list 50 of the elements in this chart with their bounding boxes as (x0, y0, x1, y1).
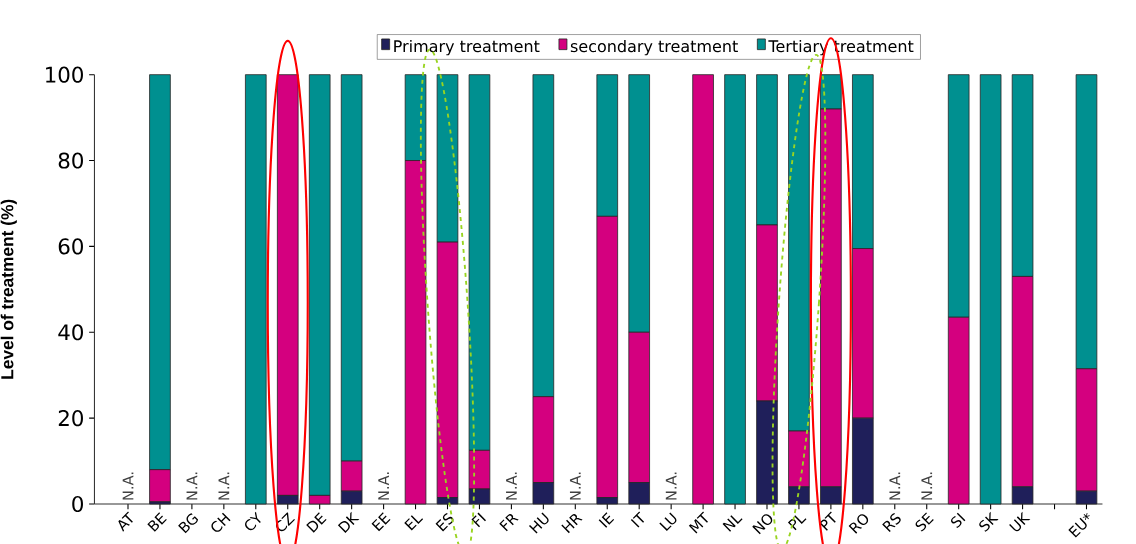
x-tick-label: FI (471, 512, 486, 528)
x-tick-label: DK (337, 511, 360, 533)
x-tick-label: BE (147, 512, 167, 532)
y-tick-label: 20 (58, 410, 83, 427)
x-tick-label: AT (118, 511, 133, 532)
annotation: N.A. (665, 472, 677, 500)
annotation: N.A. (889, 472, 901, 500)
x-tick-label: CY (245, 511, 261, 531)
bar (979, 74, 1002, 505)
y-tick-label: 80 (58, 152, 83, 169)
bar (692, 74, 714, 505)
annotation: N.A. (378, 472, 389, 500)
x-tick-label: PL (787, 515, 807, 531)
x-tick-label: HU (528, 512, 549, 534)
x-tick-label: RO (848, 514, 869, 534)
x-tick-label: SI (951, 512, 966, 528)
x-tick-label: EE (371, 512, 391, 532)
x-tick-label: FR (499, 514, 519, 532)
y-tick-label: 40 (58, 324, 83, 341)
x-tick-label: BG (178, 513, 199, 534)
x-tick-label: MT (688, 511, 708, 534)
bar (724, 74, 746, 505)
x-tick-label: IT (630, 511, 645, 528)
x-tick-label: NL (722, 515, 743, 532)
y-tick-label: 100 (46, 66, 83, 83)
y-tick-label: 60 (58, 238, 83, 255)
bar (245, 74, 267, 505)
x-tick-label: LU (659, 512, 677, 531)
annotation: N.A. (506, 472, 517, 500)
x-tick-label: ES (435, 513, 454, 532)
x-tick-label: PT (819, 511, 836, 531)
x-tick-label: SK (979, 511, 999, 532)
x-tick-label: NO (752, 514, 773, 535)
x-tick-label: CH (211, 512, 231, 532)
annotation: N.A. (186, 472, 198, 500)
x-tick-label: SE (915, 512, 934, 532)
x-tick-label: DE (306, 512, 327, 533)
legend-label: Primary treatment (394, 39, 540, 56)
y-axis-title: Level of treatment (%) (0, 199, 17, 379)
x-tick-label: HR (561, 514, 583, 534)
x-tick-label: IE (598, 512, 615, 528)
annotation: N.A. (921, 472, 933, 500)
annotation: N.A. (569, 472, 581, 500)
legend-label: secondary treatment (570, 39, 738, 56)
x-tick-label: UK (1009, 511, 1031, 532)
annotation: N.A. (218, 472, 230, 500)
annotation: N.A. (122, 472, 134, 500)
x-tick-label: EL (404, 515, 424, 531)
x-tick-label: RS (882, 513, 901, 533)
y-tick-label: 0 (72, 495, 83, 513)
